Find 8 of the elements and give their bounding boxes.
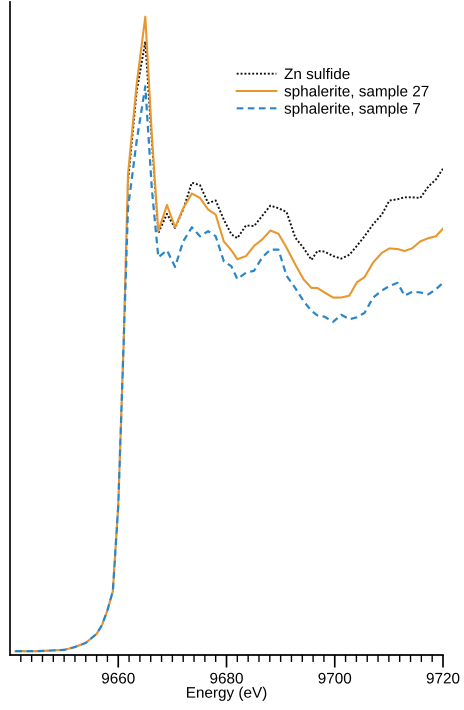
x-axis-title: Energy (eV) bbox=[187, 686, 266, 701]
x-tick-label: 9660 bbox=[102, 672, 135, 684]
x-tick-label: 9700 bbox=[318, 672, 352, 684]
legend-label: sphalerite, sample 7 bbox=[284, 102, 420, 117]
x-tick-label: 9680 bbox=[210, 672, 243, 684]
x-tick-label: 9720 bbox=[426, 672, 460, 684]
legend-label: sphalerite, sample 27 bbox=[284, 85, 428, 100]
legend-label: Zn sulfide bbox=[284, 68, 350, 80]
